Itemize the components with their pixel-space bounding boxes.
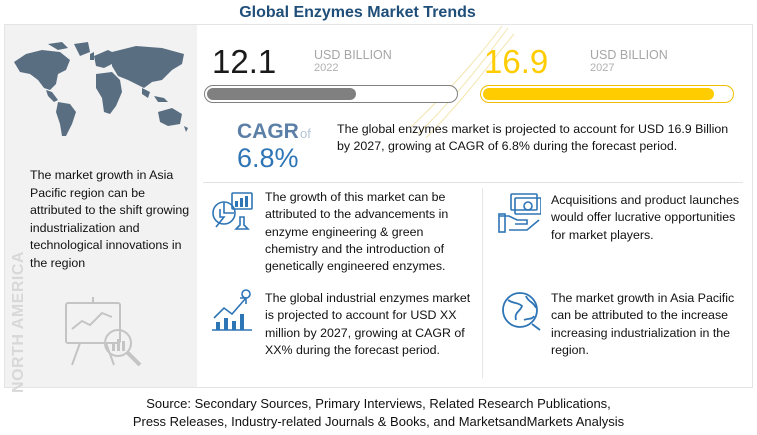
metric-unit-2027: USD BILLION: [590, 48, 668, 62]
cagr-of: of: [300, 126, 311, 141]
page-title: Global Enzymes Market Trends: [239, 4, 476, 21]
metric-year-2022: 2022: [314, 62, 339, 74]
region-label-text: NORTH AMERICA: [10, 251, 27, 393]
decorative-swoosh-icon: [409, 25, 515, 139]
cagr-value: 6.8%: [237, 143, 299, 173]
vertical-divider: [482, 188, 483, 378]
cagr-label: CAGR: [237, 120, 299, 143]
horizontal-divider: [203, 182, 743, 183]
progress-bar-fill-2027: [483, 88, 714, 100]
fact-text-acquisitions: Acquisitions and product launches would …: [551, 193, 740, 242]
metric-unit-2022: USD BILLION: [314, 48, 392, 62]
left-panel-text: The market growth in Asia Pacific region…: [30, 168, 190, 270]
metric-year-2027: 2027: [590, 62, 615, 74]
region-label: NORTH AMERICA: [9, 251, 29, 393]
cagr-description: The global enzymes market is projected t…: [337, 122, 729, 153]
world-map-icon: [14, 42, 188, 136]
chemistry-chart-icon: [212, 192, 253, 230]
progress-bar-fill-2022: [207, 88, 356, 100]
globe-icon: [502, 292, 541, 331]
source-line-2: Press Releases, Industry-related Journal…: [132, 414, 625, 429]
presentation-magnifier-icon: [65, 297, 142, 367]
source-line-1: Source: Secondary Sources, Primary Inter…: [146, 396, 611, 411]
metric-value-2022: 12.1: [212, 43, 277, 80]
growth-chart-icon: [212, 289, 252, 331]
progress-bar-2027: [480, 85, 734, 103]
metric-value-2027: 16.9: [484, 43, 549, 80]
progress-bar-2022: [204, 85, 458, 103]
fact-text-asia-pacific: The market growth in Asia Pacific can be…: [551, 291, 735, 357]
source-note: Source: Secondary Sources, Primary Inter…: [0, 395, 757, 431]
fact-text-enzyme-engineering: The growth of this market can be attribu…: [265, 190, 449, 274]
money-hand-icon: [498, 193, 541, 233]
fact-text-industrial-enzymes: The global industrial enzymes market is …: [265, 291, 471, 357]
